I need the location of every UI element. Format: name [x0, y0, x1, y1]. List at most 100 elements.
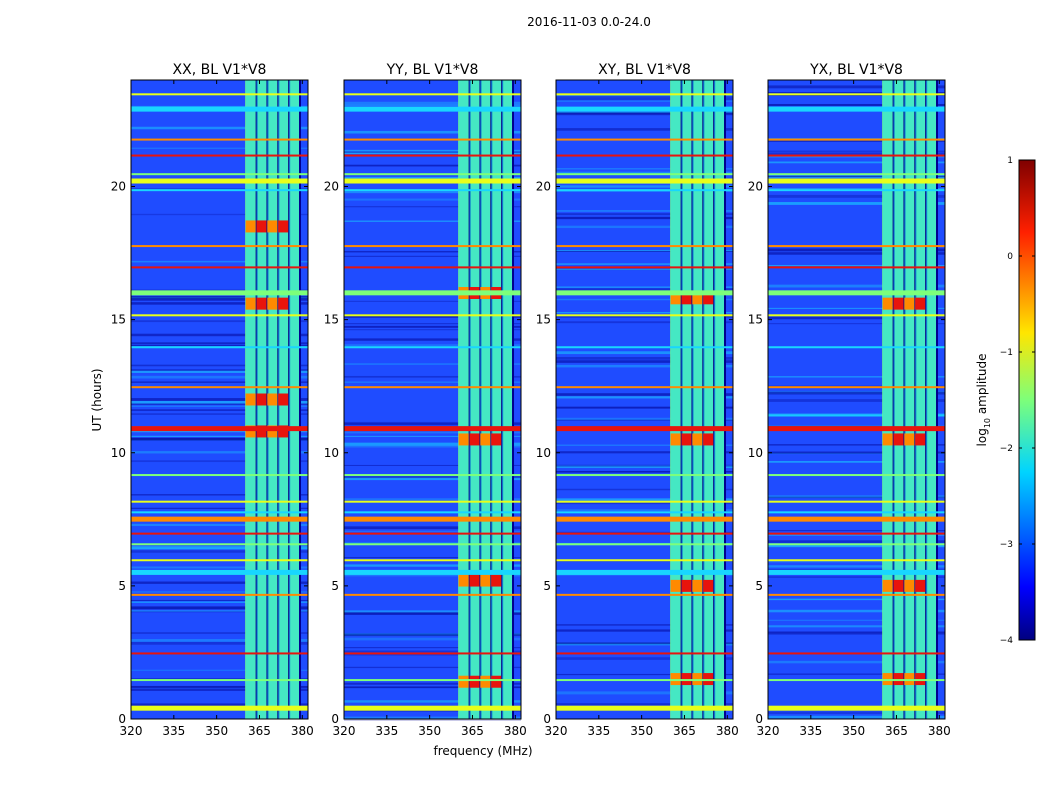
noise-row: [131, 438, 308, 441]
x-tick-label: 380: [928, 724, 951, 738]
rfi-line: [131, 500, 308, 503]
noise-row: [344, 198, 521, 201]
noise-row: [344, 164, 521, 167]
rfi-line: [131, 106, 308, 112]
noise-row: [768, 545, 945, 548]
rfi-line: [344, 426, 521, 432]
strong-signal: [480, 574, 491, 587]
strong-signal: [480, 433, 491, 446]
y-tick-label: 15: [748, 313, 763, 327]
noise-row: [344, 149, 521, 152]
noise-row: [344, 682, 521, 685]
rfi-line: [344, 266, 521, 269]
strong-signal: [915, 433, 926, 446]
rfi-line: [768, 189, 945, 192]
noise-row: [131, 297, 308, 301]
rfi-line: [556, 593, 733, 596]
noise-row: [131, 364, 308, 367]
rfi-line: [556, 178, 733, 184]
noise-row: [556, 470, 733, 473]
band-gap: [299, 80, 302, 719]
noise-row: [344, 542, 521, 544]
rfi-line: [556, 511, 733, 514]
rfi-line: [556, 314, 733, 317]
y-tick-label: 20: [324, 180, 339, 194]
band-column: [714, 80, 725, 719]
rfi-line: [131, 245, 308, 248]
rfi-line: [556, 679, 733, 682]
rfi-line: [344, 314, 521, 317]
noise-row: [131, 430, 308, 433]
rfi-line: [556, 474, 733, 477]
rfi-line: [768, 569, 945, 575]
band-column: [915, 80, 926, 719]
strong-signal: [692, 579, 703, 592]
noise-row: [768, 632, 945, 635]
strong-signal: [491, 574, 502, 587]
noise-row: [131, 369, 308, 371]
rfi-line: [131, 266, 308, 269]
rfi-line: [344, 346, 521, 349]
rfi-line: [768, 173, 945, 176]
rfi-line: [131, 705, 308, 711]
noise-row: [344, 323, 521, 325]
y-tick-label: 5: [118, 579, 126, 593]
noise-row: [556, 393, 733, 396]
y-tick-label: 0: [118, 712, 126, 726]
noise-row: [768, 316, 945, 320]
noise-row: [556, 311, 733, 314]
noise-row: [344, 477, 521, 481]
x-tick-label: 350: [418, 724, 441, 738]
noise-row: [556, 673, 733, 676]
x-axis-label: frequency (MHz): [433, 744, 532, 758]
noise-row: [131, 548, 308, 550]
rfi-line: [768, 543, 945, 546]
strong-signal: [703, 579, 714, 592]
strong-signal: [670, 433, 681, 446]
rfi-line: [768, 314, 945, 317]
noise-row: [768, 248, 945, 252]
colorbar-label-prefix: log: [975, 428, 989, 446]
noise-row: [768, 609, 945, 613]
noise-row: [131, 405, 308, 407]
rfi-line: [344, 173, 521, 176]
noise-row: [556, 97, 733, 101]
colorbar-tick-label: 0: [1007, 252, 1013, 262]
x-tick-label: 320: [545, 724, 568, 738]
x-tick-label: 335: [162, 724, 185, 738]
rfi-line: [768, 266, 945, 269]
noise-row: [344, 574, 521, 577]
strong-signal: [458, 433, 469, 446]
band-column: [893, 80, 904, 719]
noise-row: [131, 606, 308, 610]
rfi-line: [344, 106, 521, 112]
strong-signal: [256, 220, 267, 233]
colorbar-tick-label: −2: [1000, 444, 1013, 454]
noise-row: [556, 250, 733, 252]
strong-signal: [915, 579, 926, 592]
noise-row: [768, 391, 945, 395]
strong-signal: [491, 675, 502, 688]
noise-row: [556, 298, 733, 301]
rfi-line: [768, 346, 945, 349]
strong-signal: [278, 393, 289, 406]
strong-signal: [267, 425, 278, 438]
strong-signal: [692, 292, 703, 305]
rfi-line: [131, 346, 308, 349]
panel-frame: [130, 79, 309, 720]
x-tick-label: 350: [630, 724, 653, 738]
y-axis-label: UT (hours): [90, 368, 104, 431]
band-column: [904, 80, 915, 719]
strong-signal: [256, 425, 267, 438]
noise-row: [768, 561, 945, 563]
noise-row: [131, 435, 308, 437]
noise-row: [768, 413, 945, 416]
rfi-line: [131, 652, 308, 655]
noise-row: [344, 530, 521, 532]
y-tick-label: 5: [331, 579, 339, 593]
x-tick-label: 350: [842, 724, 865, 738]
noise-row: [768, 544, 945, 548]
noise-row: [556, 444, 733, 446]
colorbar-tick-label: 1: [1007, 156, 1013, 166]
